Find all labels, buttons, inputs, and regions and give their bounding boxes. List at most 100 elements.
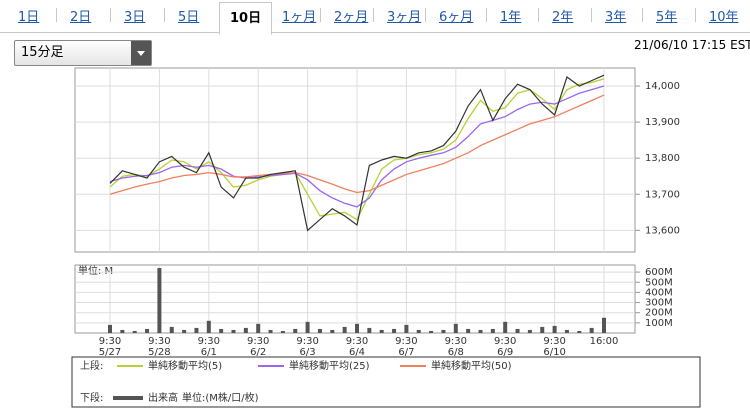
volume-bar: [478, 329, 483, 333]
tab-separator: [373, 8, 374, 22]
legend-label: 単純移動平均(5): [148, 359, 222, 372]
period-tab[interactable]: 1ヶ月: [282, 10, 317, 25]
legend-label: 出来高: [148, 391, 178, 404]
volume-bar: [256, 323, 261, 333]
x-date-label: 6/3: [300, 347, 316, 358]
tab-separator: [486, 8, 487, 22]
legend-unit: 単位:(M株/口/枚): [182, 391, 259, 404]
tab-separator: [320, 8, 321, 22]
legend-label: 単純移動平均(25): [289, 359, 370, 372]
period-tab[interactable]: 3日: [124, 10, 146, 25]
tab-separator: [164, 8, 165, 22]
x-date-label: 6/9: [497, 347, 513, 358]
dropdown-arrow: [131, 41, 151, 65]
legend-upper-label: 上段:: [80, 359, 103, 372]
period-tab[interactable]: 10年: [709, 10, 739, 25]
volume-bar: [379, 329, 384, 333]
volume-bar: [317, 328, 322, 333]
y-tick-label: 13,700: [645, 189, 680, 200]
period-tab[interactable]: 2日: [70, 10, 92, 25]
volume-bar: [515, 328, 520, 333]
volume-bar: [157, 268, 162, 333]
period-tab[interactable]: 1年: [500, 10, 522, 25]
x-date-label: 6/7: [398, 347, 414, 358]
volume-bar: [367, 327, 372, 333]
volume-bar: [404, 324, 409, 333]
volume-bar: [231, 329, 236, 333]
volume-bar: [577, 330, 582, 333]
volume-bar: [219, 328, 224, 333]
moving-average-line: [109, 78, 605, 221]
volume-bar: [392, 328, 397, 333]
x-tick-label: 9:30: [148, 336, 170, 347]
y-tick-label: 300M: [645, 298, 673, 309]
period-tab[interactable]: 1日: [18, 10, 40, 25]
x-tick-label: 9:30: [445, 336, 467, 347]
period-tab[interactable]: 3ヶ月: [387, 10, 422, 25]
x-date-label: 6/1: [201, 347, 217, 358]
y-tick-label: 600M: [645, 267, 673, 278]
volume-bar: [182, 329, 187, 333]
price-line: [109, 74, 605, 232]
volume-bar: [206, 320, 211, 333]
volume-bar: [564, 329, 569, 333]
tab-separator: [695, 8, 696, 22]
x-tick-label: 9:30: [346, 336, 368, 347]
legend-label: 単純移動平均(50): [431, 359, 512, 372]
timestamp: 21/06/10 17:15 EST: [634, 38, 750, 52]
volume-bar: [441, 329, 446, 333]
period-tab[interactable]: 5年: [656, 10, 678, 25]
volume-bar: [305, 321, 310, 333]
volume-bar: [453, 323, 458, 333]
x-date-label: 6/2: [250, 347, 266, 358]
volume-bar: [466, 328, 471, 333]
tab-separator: [538, 8, 539, 22]
tab-separator: [642, 8, 643, 22]
y-tick-label: 13,800: [645, 153, 680, 164]
volume-bar: [527, 329, 532, 333]
x-tick-label: 9:30: [198, 336, 220, 347]
period-tab[interactable]: 2年: [552, 10, 574, 25]
volume-bar: [108, 324, 112, 333]
period-tab[interactable]: 6ヶ月: [439, 10, 474, 25]
x-date-label: 5/28: [148, 347, 170, 358]
y-tick-label: 100M: [645, 318, 673, 329]
period-tab[interactable]: 3年: [605, 10, 627, 25]
volume-bar: [355, 323, 359, 333]
moving-average-line: [109, 85, 605, 208]
volume-bar: [503, 321, 508, 333]
volume-bar: [268, 329, 273, 333]
interval-select[interactable]: 15分足: [14, 40, 152, 66]
volume-bar: [416, 329, 421, 333]
volume-bar: [552, 325, 557, 333]
tab-separator: [425, 8, 426, 22]
x-date-label: 5/27: [99, 347, 121, 358]
y-tick-label: 400M: [645, 287, 673, 298]
volume-unit-label: 単位: M: [78, 264, 113, 277]
y-tick-label: 14,000: [645, 81, 680, 92]
volume-bar: [132, 330, 137, 333]
x-tick-label: 9:30: [543, 336, 565, 347]
y-tick-label: 200M: [645, 308, 673, 319]
volume-bar: [194, 327, 199, 333]
period-tab[interactable]: 5日: [178, 10, 200, 25]
period-tab[interactable]: 10日: [219, 2, 273, 35]
volume-bar: [293, 328, 298, 333]
volume-bar: [342, 326, 347, 333]
tab-separator: [56, 8, 57, 22]
x-date-label: 6/10: [543, 347, 565, 358]
y-tick-label: 13,900: [645, 117, 680, 128]
y-tick-label: 500M: [645, 277, 673, 288]
price-frame: [74, 67, 636, 253]
tab-bar: 1日 2日 3日 5日 10日 1ヶ月 2ヶ月 3ヶ月 6ヶ月 1年 2年 3年 5年 10年: [0, 0, 750, 35]
volume-bar: [145, 328, 150, 333]
x-tick-label: 9:30: [99, 336, 121, 347]
volume-bar: [429, 330, 434, 333]
x-date-label: 6/4: [349, 347, 365, 358]
volume-bar: [280, 330, 285, 333]
x-tick-label: 9:30: [247, 336, 269, 347]
volume-bar: [589, 327, 594, 333]
tab-separator: [110, 8, 111, 22]
period-tab[interactable]: 2ヶ月: [334, 10, 369, 25]
volume-bar: [169, 326, 174, 333]
